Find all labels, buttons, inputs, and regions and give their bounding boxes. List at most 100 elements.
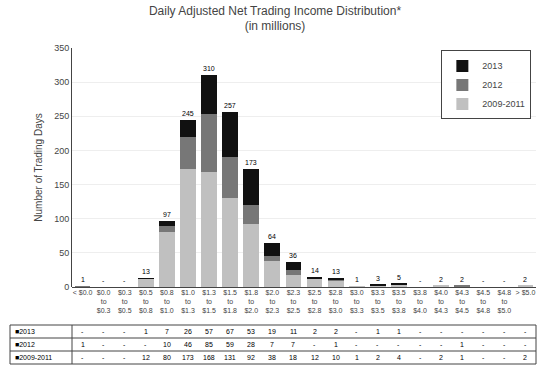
svg-text:-: - — [313, 341, 316, 348]
svg-text:-: - — [102, 354, 105, 361]
svg-text:■2013: ■2013 — [15, 328, 35, 335]
svg-text:13: 13 — [142, 268, 150, 275]
svg-text:-: - — [123, 277, 126, 284]
svg-text:245: 245 — [182, 110, 194, 117]
svg-text:-: - — [355, 328, 358, 335]
svg-text:3: 3 — [376, 275, 380, 282]
svg-text:$2.8to$3.0: $2.8to$3.0 — [329, 289, 343, 314]
svg-text:$1.3to$1.5: $1.3to$1.5 — [202, 289, 216, 314]
svg-text:97: 97 — [163, 211, 171, 218]
svg-text:257: 257 — [224, 102, 236, 109]
svg-text:$1.0to$1.3: $1.0to$1.3 — [181, 289, 195, 314]
svg-text:-: - — [482, 277, 485, 284]
svg-text:131: 131 — [224, 354, 236, 361]
svg-text:38: 38 — [268, 354, 276, 361]
svg-text:-: - — [355, 341, 358, 348]
svg-text:1: 1 — [460, 341, 464, 348]
svg-text:-: - — [440, 341, 443, 348]
svg-text:2: 2 — [376, 354, 380, 361]
svg-text:10: 10 — [332, 354, 340, 361]
svg-text:67: 67 — [226, 328, 234, 335]
svg-text:2: 2 — [313, 328, 317, 335]
svg-text:150: 150 — [54, 180, 69, 190]
svg-text:2: 2 — [334, 328, 338, 335]
svg-text:28: 28 — [247, 341, 255, 348]
svg-text:■2012: ■2012 — [15, 341, 35, 348]
svg-text:250: 250 — [54, 111, 69, 121]
svg-text:350: 350 — [54, 43, 69, 53]
svg-text:53: 53 — [247, 328, 255, 335]
svg-text:$4.3to$4.5: $4.3to$4.5 — [455, 289, 469, 314]
svg-text:0: 0 — [64, 282, 69, 292]
svg-text:59: 59 — [226, 341, 234, 348]
svg-text:Number of Trading Days: Number of Trading Days — [33, 113, 44, 221]
svg-text:-: - — [503, 341, 506, 348]
svg-text:85: 85 — [205, 341, 213, 348]
svg-text:-: - — [81, 328, 84, 335]
svg-text:$3.0to$3.3: $3.0to$3.3 — [350, 289, 364, 314]
svg-text:$0.8to$1.0: $0.8to$1.0 — [160, 289, 174, 314]
svg-text:-: - — [482, 328, 485, 335]
svg-text:10: 10 — [163, 341, 171, 348]
svg-text:-: - — [503, 354, 506, 361]
svg-text:12: 12 — [311, 354, 319, 361]
svg-text:-: - — [102, 341, 105, 348]
svg-text:$2.3to$2.5: $2.3to$2.5 — [287, 289, 301, 314]
svg-text:$0.0to$0.3: $0.0to$0.3 — [97, 289, 111, 314]
svg-text:46: 46 — [184, 341, 192, 348]
svg-text:92: 92 — [247, 354, 255, 361]
svg-text:4: 4 — [397, 354, 401, 361]
svg-text:14: 14 — [311, 267, 319, 274]
svg-text:2013: 2013 — [482, 61, 502, 71]
svg-text:-: - — [144, 341, 147, 348]
svg-text:19: 19 — [268, 328, 276, 335]
svg-text:200: 200 — [54, 146, 69, 156]
svg-text:80: 80 — [163, 354, 171, 361]
svg-text:-: - — [419, 341, 422, 348]
svg-text:-: - — [81, 354, 84, 361]
svg-text:2012: 2012 — [482, 80, 502, 90]
svg-text:-: - — [376, 341, 379, 348]
svg-text:7: 7 — [270, 341, 274, 348]
svg-text:1: 1 — [81, 276, 85, 283]
svg-text:$4.0to$4.3: $4.0to$4.3 — [434, 289, 448, 314]
svg-text:-: - — [419, 277, 422, 284]
svg-text:-: - — [419, 354, 422, 361]
svg-text:50: 50 — [59, 248, 69, 258]
svg-text:-: - — [102, 328, 105, 335]
svg-text:$3.3to$3.5: $3.3to$3.5 — [371, 289, 385, 314]
svg-text:2: 2 — [460, 276, 464, 283]
svg-text:-: - — [503, 277, 506, 284]
svg-text:-: - — [503, 328, 506, 335]
svg-text:1: 1 — [460, 354, 464, 361]
svg-text:2: 2 — [523, 276, 527, 283]
svg-text:Daily Adjusted Net Trading Inc: Daily Adjusted Net Trading Income Distri… — [149, 4, 401, 34]
svg-text:173: 173 — [182, 354, 194, 361]
svg-text:1: 1 — [376, 328, 380, 335]
svg-text:$3.8to$4.0: $3.8to$4.0 — [413, 289, 427, 314]
svg-text:173: 173 — [245, 159, 257, 166]
svg-text:■2009-2011: ■2009-2011 — [15, 354, 52, 361]
svg-text:-: - — [524, 328, 527, 335]
svg-text:$3.5to$3.8: $3.5to$3.8 — [392, 289, 406, 314]
svg-text:7: 7 — [165, 328, 169, 335]
svg-text:$2.0to$2.3: $2.0to$2.3 — [266, 289, 280, 314]
svg-text:7: 7 — [291, 341, 295, 348]
svg-text:$0.3to$0.5: $0.3to$0.5 — [118, 289, 132, 314]
svg-text:2: 2 — [439, 276, 443, 283]
svg-text:12: 12 — [142, 354, 150, 361]
svg-text:-: - — [123, 354, 126, 361]
svg-text:-: - — [524, 341, 527, 348]
svg-text:5: 5 — [397, 274, 401, 281]
svg-text:-: - — [440, 328, 443, 335]
svg-text:$2.5to$2.8: $2.5to$2.8 — [308, 289, 322, 314]
svg-text:$4.5to$4.8: $4.5to$4.8 — [476, 289, 490, 314]
svg-text:1: 1 — [355, 354, 359, 361]
svg-text:2009-2011: 2009-2011 — [482, 99, 524, 109]
svg-text:26: 26 — [184, 328, 192, 335]
svg-text:1: 1 — [397, 328, 401, 335]
svg-text:-: - — [397, 341, 400, 348]
svg-text:> $5.0: > $5.0 — [516, 289, 536, 296]
svg-text:13: 13 — [332, 268, 340, 275]
svg-text:$1.5to$1.8: $1.5to$1.8 — [223, 289, 237, 314]
